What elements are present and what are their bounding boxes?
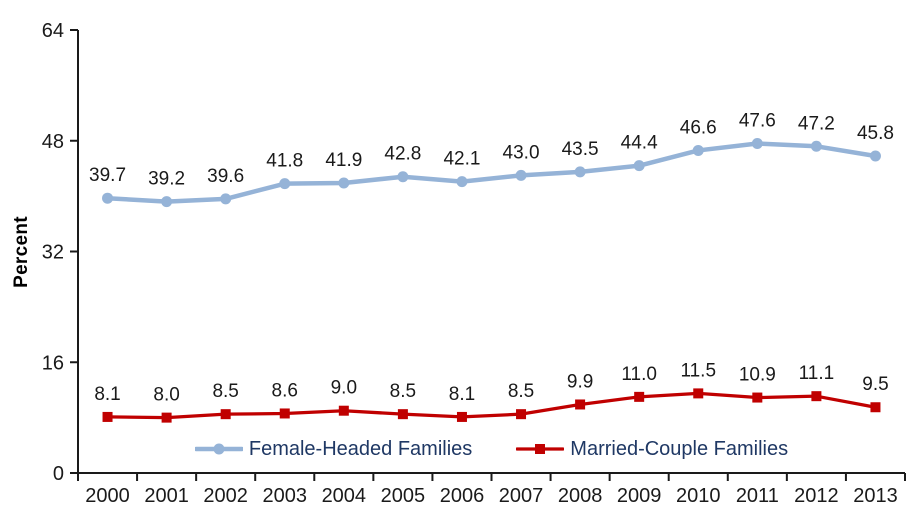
svg-text:43.5: 43.5 bbox=[562, 139, 599, 160]
svg-text:2009: 2009 bbox=[617, 485, 662, 507]
svg-text:42.1: 42.1 bbox=[443, 149, 480, 170]
svg-text:2012: 2012 bbox=[794, 485, 839, 507]
svg-text:47.6: 47.6 bbox=[739, 111, 776, 132]
svg-text:48: 48 bbox=[42, 131, 64, 153]
legend: Female-Headed Families Married-Couple Fa… bbox=[78, 435, 905, 463]
svg-text:11.0: 11.0 bbox=[621, 364, 657, 385]
svg-text:2002: 2002 bbox=[203, 485, 248, 507]
svg-text:2001: 2001 bbox=[144, 485, 189, 507]
svg-text:45.8: 45.8 bbox=[857, 123, 894, 144]
svg-text:11.1: 11.1 bbox=[799, 363, 835, 384]
svg-text:41.9: 41.9 bbox=[325, 150, 362, 171]
svg-text:0: 0 bbox=[53, 463, 64, 485]
svg-text:64: 64 bbox=[42, 20, 64, 42]
legend-item-married-couple-families: Married-Couple Families bbox=[516, 438, 788, 461]
svg-text:43.0: 43.0 bbox=[503, 142, 540, 163]
svg-text:9.5: 9.5 bbox=[862, 374, 888, 395]
svg-text:11.5: 11.5 bbox=[680, 360, 716, 381]
svg-text:2011: 2011 bbox=[736, 485, 779, 507]
svg-text:2003: 2003 bbox=[263, 485, 308, 507]
svg-text:2013: 2013 bbox=[853, 485, 898, 507]
svg-text:47.2: 47.2 bbox=[798, 113, 835, 134]
legend-item-female-headed-families: Female-Headed Families bbox=[194, 437, 473, 461]
svg-text:9.0: 9.0 bbox=[331, 378, 357, 399]
svg-text:41.8: 41.8 bbox=[266, 151, 303, 172]
svg-text:8.5: 8.5 bbox=[508, 381, 534, 402]
svg-text:39.2: 39.2 bbox=[148, 169, 185, 190]
svg-text:10.9: 10.9 bbox=[739, 365, 776, 386]
svg-text:8.5: 8.5 bbox=[390, 381, 416, 402]
legend-line-circle-icon bbox=[194, 443, 243, 455]
svg-text:8.6: 8.6 bbox=[272, 380, 298, 401]
legend-label-female-headed-families: Female-Headed Families bbox=[248, 437, 473, 460]
svg-text:39.6: 39.6 bbox=[207, 166, 244, 187]
svg-text:8.5: 8.5 bbox=[212, 381, 238, 402]
svg-text:8.1: 8.1 bbox=[449, 384, 475, 405]
svg-text:2004: 2004 bbox=[322, 485, 367, 507]
svg-text:2006: 2006 bbox=[440, 485, 485, 507]
legend-label-married-couple-families: Married-Couple Families bbox=[570, 437, 789, 460]
legend-line-square-icon bbox=[516, 444, 565, 454]
svg-text:2000: 2000 bbox=[85, 485, 130, 507]
svg-text:8.1: 8.1 bbox=[94, 384, 120, 405]
svg-text:39.7: 39.7 bbox=[89, 165, 126, 186]
svg-text:2005: 2005 bbox=[381, 485, 426, 507]
svg-text:8.0: 8.0 bbox=[153, 385, 179, 406]
svg-text:46.6: 46.6 bbox=[680, 117, 717, 138]
y-axis-title: Percent bbox=[11, 216, 32, 288]
svg-text:16: 16 bbox=[42, 352, 64, 374]
svg-text:2010: 2010 bbox=[676, 485, 721, 507]
svg-text:42.8: 42.8 bbox=[384, 144, 421, 165]
svg-text:2007: 2007 bbox=[499, 485, 544, 507]
svg-text:44.4: 44.4 bbox=[621, 133, 658, 154]
svg-text:9.9: 9.9 bbox=[567, 371, 593, 392]
svg-text:32: 32 bbox=[42, 242, 64, 264]
svg-text:2008: 2008 bbox=[558, 485, 603, 507]
